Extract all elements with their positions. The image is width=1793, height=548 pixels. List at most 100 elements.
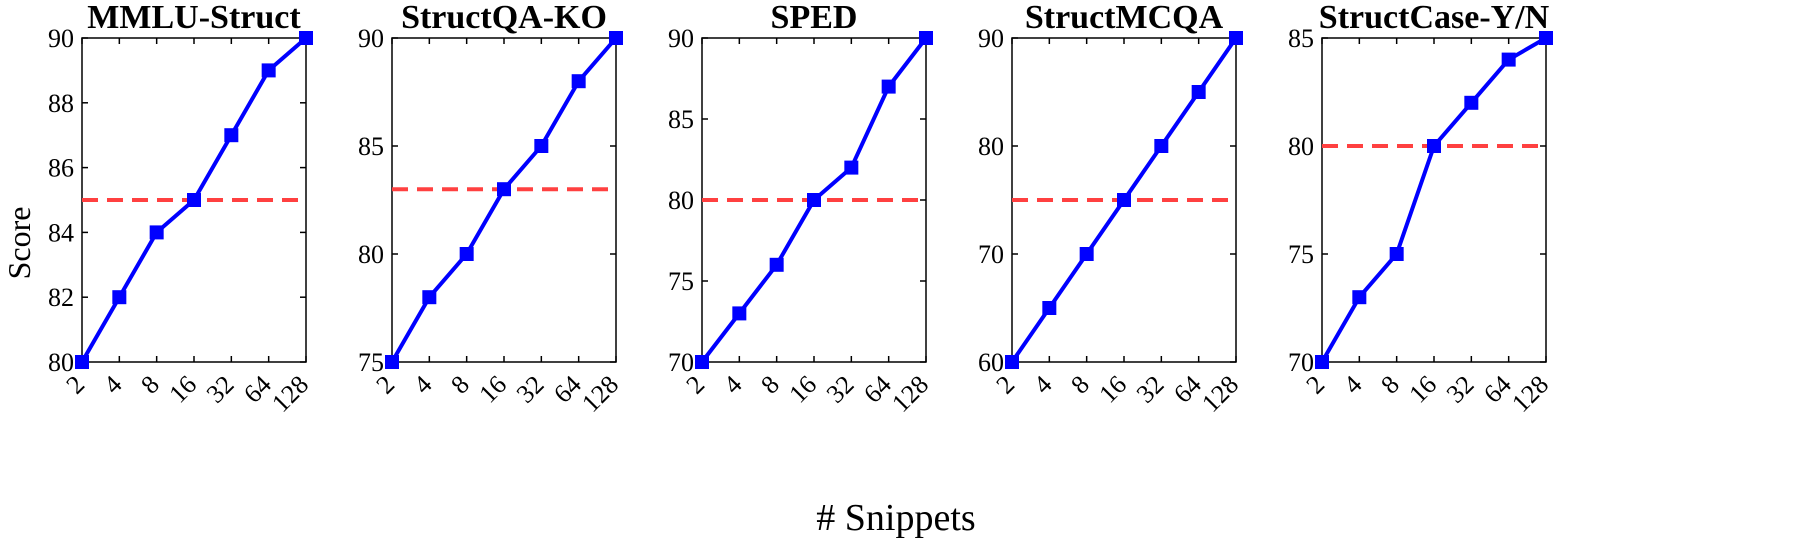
- x-tick-label: 128: [266, 370, 314, 418]
- x-tick-label: 4: [98, 370, 128, 400]
- x-tick-label: 32: [1131, 370, 1170, 409]
- x-tick-label: 32: [511, 370, 550, 409]
- panel-title: SPED: [771, 0, 858, 36]
- y-tick-label: 85: [1288, 24, 1314, 53]
- x-tick-label: 128: [886, 370, 934, 418]
- y-tick-label: 60: [978, 348, 1004, 377]
- data-point: [1389, 247, 1404, 261]
- y-tick-label: 90: [358, 24, 384, 53]
- panel-title: StructQA-KO: [401, 0, 607, 36]
- x-tick-label: 2: [1301, 370, 1331, 400]
- data-point: [459, 247, 474, 261]
- data-point: [224, 128, 239, 143]
- x-tick-label: 4: [1338, 370, 1368, 400]
- x-tick-label: 16: [163, 370, 202, 409]
- data-point: [1352, 290, 1367, 305]
- y-tick-label: 75: [1288, 240, 1314, 269]
- data-point: [385, 355, 399, 369]
- data-point: [1005, 355, 1019, 369]
- data-point: [732, 306, 747, 321]
- x-tick-label: 16: [1403, 370, 1442, 409]
- y-tick-label: 70: [978, 240, 1004, 269]
- data-point: [1042, 301, 1057, 315]
- x-tick-label: 8: [755, 370, 785, 400]
- data-point: [422, 290, 437, 305]
- x-tick-label: 2: [991, 370, 1021, 400]
- y-tick-label: 88: [48, 89, 74, 118]
- x-tick-label: 32: [1441, 370, 1480, 409]
- y-tick-label: 80: [48, 348, 74, 377]
- x-tick-label: 16: [1093, 370, 1132, 409]
- x-tick-label: 8: [1065, 370, 1095, 400]
- y-tick-label: 90: [978, 24, 1004, 53]
- y-tick-label: 80: [978, 132, 1004, 161]
- data-point: [1315, 355, 1329, 369]
- data-point: [112, 290, 127, 305]
- y-axis-label: Score: [1, 207, 37, 280]
- y-tick-label: 80: [668, 186, 694, 215]
- data-point: [1117, 193, 1131, 207]
- x-tick-label: 128: [576, 370, 624, 418]
- x-tick-label: 32: [821, 370, 860, 409]
- y-tick-label: 70: [668, 348, 694, 377]
- data-point: [571, 74, 586, 89]
- x-tick-label: 8: [445, 370, 475, 400]
- panel-title: StructCase-Y/N: [1319, 0, 1550, 36]
- y-tick-label: 90: [48, 24, 74, 53]
- y-tick-label: 90: [668, 24, 694, 53]
- y-tick-label: 82: [48, 283, 74, 312]
- data-point: [919, 31, 933, 45]
- y-tick-label: 80: [358, 240, 384, 269]
- x-tick-label: 8: [135, 370, 165, 400]
- x-tick-label: 4: [408, 370, 438, 400]
- data-point: [609, 31, 623, 45]
- x-tick-label: 4: [1028, 370, 1058, 400]
- data-point: [1501, 52, 1516, 67]
- data-point: [695, 355, 709, 369]
- y-tick-label: 75: [668, 267, 694, 296]
- data-point: [497, 182, 511, 197]
- x-tick-label: 8: [1375, 370, 1405, 400]
- data-point: [299, 31, 313, 45]
- x-tick-label: 16: [783, 370, 822, 409]
- y-tick-label: 84: [48, 218, 74, 247]
- y-tick-label: 80: [1288, 132, 1314, 161]
- x-tick-label: 2: [681, 370, 711, 400]
- data-point: [1427, 139, 1441, 153]
- y-tick-label: 85: [358, 132, 384, 161]
- data-point: [807, 193, 821, 207]
- data-point: [1464, 95, 1479, 110]
- panel-title: MMLU-Struct: [87, 0, 301, 36]
- x-tick-label: 2: [371, 370, 401, 400]
- panel-title: StructMCQA: [1025, 0, 1224, 36]
- x-tick-label: 16: [473, 370, 512, 409]
- x-tick-label: 4: [718, 370, 748, 400]
- y-tick-label: 86: [48, 154, 74, 183]
- data-point: [534, 139, 549, 153]
- plot-frame: [1321, 37, 1547, 363]
- data-point: [149, 225, 164, 240]
- data-point: [769, 257, 784, 272]
- data-point: [1079, 247, 1094, 261]
- x-tick-label: 2: [61, 370, 91, 400]
- y-tick-label: 75: [358, 348, 384, 377]
- y-tick-label: 85: [668, 105, 694, 134]
- x-tick-label: 32: [201, 370, 240, 409]
- data-point: [75, 355, 89, 369]
- data-point: [881, 79, 896, 94]
- data-point: [1539, 31, 1553, 45]
- data-point: [1191, 85, 1206, 99]
- x-tick-label: 128: [1506, 370, 1554, 418]
- x-axis-label: # Snippets: [816, 497, 975, 539]
- y-tick-label: 70: [1288, 348, 1314, 377]
- data-point: [1154, 139, 1169, 153]
- data-point: [261, 63, 276, 78]
- series-line: [1320, 36, 1548, 363]
